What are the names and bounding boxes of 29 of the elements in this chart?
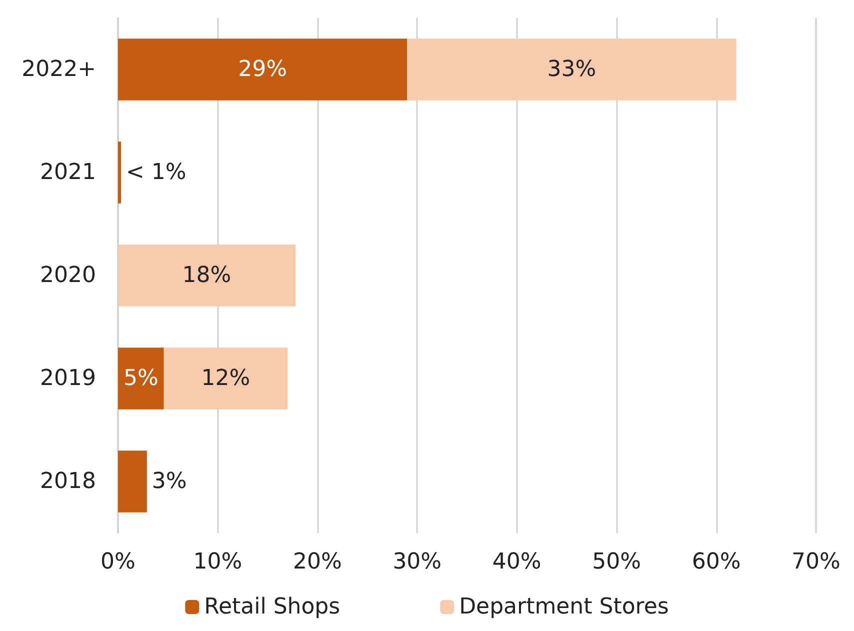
bar [118, 244, 296, 306]
legend-label: Department Stores [459, 594, 669, 620]
x-tick-label: 50% [592, 550, 642, 574]
y-tick-label: 2022+ [22, 57, 96, 82]
bar [118, 38, 408, 100]
bar [118, 142, 121, 204]
data-label: 33% [547, 57, 596, 82]
data-label: 5% [123, 366, 158, 391]
data-label: 3% [152, 469, 187, 494]
y-tick-label: 2020 [40, 263, 96, 288]
x-tick-label: 20% [292, 550, 342, 574]
x-tick-label: 40% [492, 550, 542, 574]
x-tick-label: 10% [193, 550, 242, 574]
data-label: 29% [238, 57, 288, 82]
x-tick-label: 60% [692, 550, 741, 574]
x-tick-label: 0% [100, 550, 136, 574]
bar [118, 348, 164, 410]
bar [164, 348, 288, 410]
legend-label: Retail Shops [204, 594, 340, 620]
bar [407, 38, 736, 100]
y-tick-label: 2019 [40, 366, 96, 391]
y-tick-label: 2018 [40, 469, 96, 494]
y-tick-label: 2021 [40, 160, 96, 185]
bar [118, 450, 147, 512]
data-label: 12% [201, 366, 250, 391]
x-tick-label: 70% [792, 550, 840, 574]
x-tick-label: 30% [392, 550, 442, 574]
data-label: 18% [182, 263, 232, 288]
data-label: < 1% [126, 160, 186, 185]
